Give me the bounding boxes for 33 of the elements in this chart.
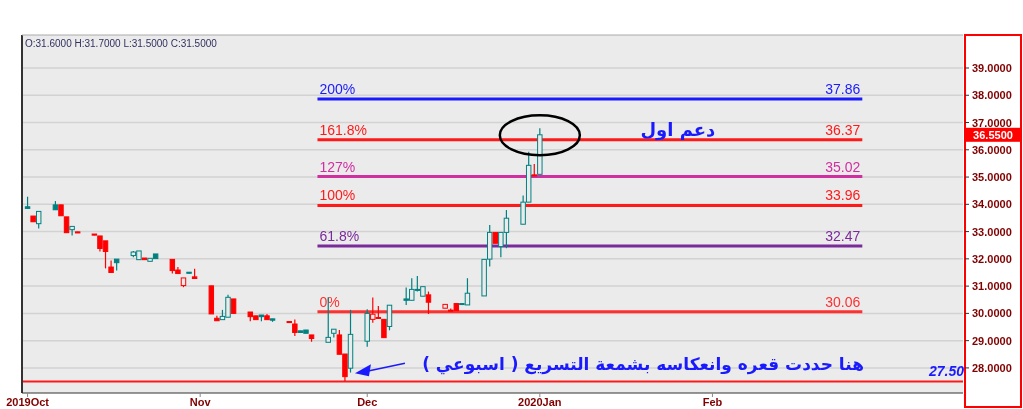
ref-line-label: 33.96: [825, 187, 861, 204]
ref-line-label: 32.47: [825, 228, 861, 245]
text: 36.5500: [973, 128, 1013, 141]
y-tick-label: 35.0000: [972, 171, 1012, 184]
x-tick-label: Feb: [702, 396, 723, 408]
y-tick-label: 28.0000: [972, 361, 1012, 374]
x-tick-label: Dec: [357, 396, 378, 408]
y-tick-label: 36.0000: [972, 143, 1012, 156]
ref-line-label: 37.86: [825, 81, 861, 98]
ref-line-label: 36.37: [825, 121, 861, 138]
ref-line-label: 27.50: [927, 362, 965, 379]
y-tick-label: 39.0000: [972, 61, 1012, 74]
y-tick-label: 34.0000: [972, 198, 1012, 211]
annotation: هنا حددت قعره وانعكاسه بشمعة التسريع ( اسبوعي ): [422, 354, 864, 375]
annotation: 161.8%: [319, 121, 367, 138]
y-tick-label: 37.0000: [972, 116, 1012, 129]
y-tick-label: 31.0000: [972, 280, 1012, 293]
y-tick-label: 33.0000: [972, 225, 1012, 238]
annotation: O:31.6000 H:31.7000 L:31.5000 C:31.5000: [25, 38, 218, 49]
x-tick-label: Nov: [189, 396, 212, 408]
annotation: 100%: [319, 187, 356, 204]
y-tick-label: 32.0000: [972, 252, 1012, 265]
annotation: 61.8%: [319, 228, 360, 245]
ref-line-label: 35.02: [825, 158, 861, 175]
annotation: 127%: [319, 158, 356, 175]
x-tick-label: 2019Oct: [6, 396, 50, 408]
ref-line-label: 30.06: [825, 293, 861, 310]
y-tick-label: 29.0000: [972, 334, 1012, 347]
annotation: 200%: [319, 81, 356, 98]
y-tick-label: 38.0000: [972, 89, 1012, 102]
x-tick-label: 2020Jan: [518, 396, 562, 408]
y-tick-label: 30.0000: [972, 307, 1012, 320]
annotation: دعم اول: [640, 119, 716, 142]
